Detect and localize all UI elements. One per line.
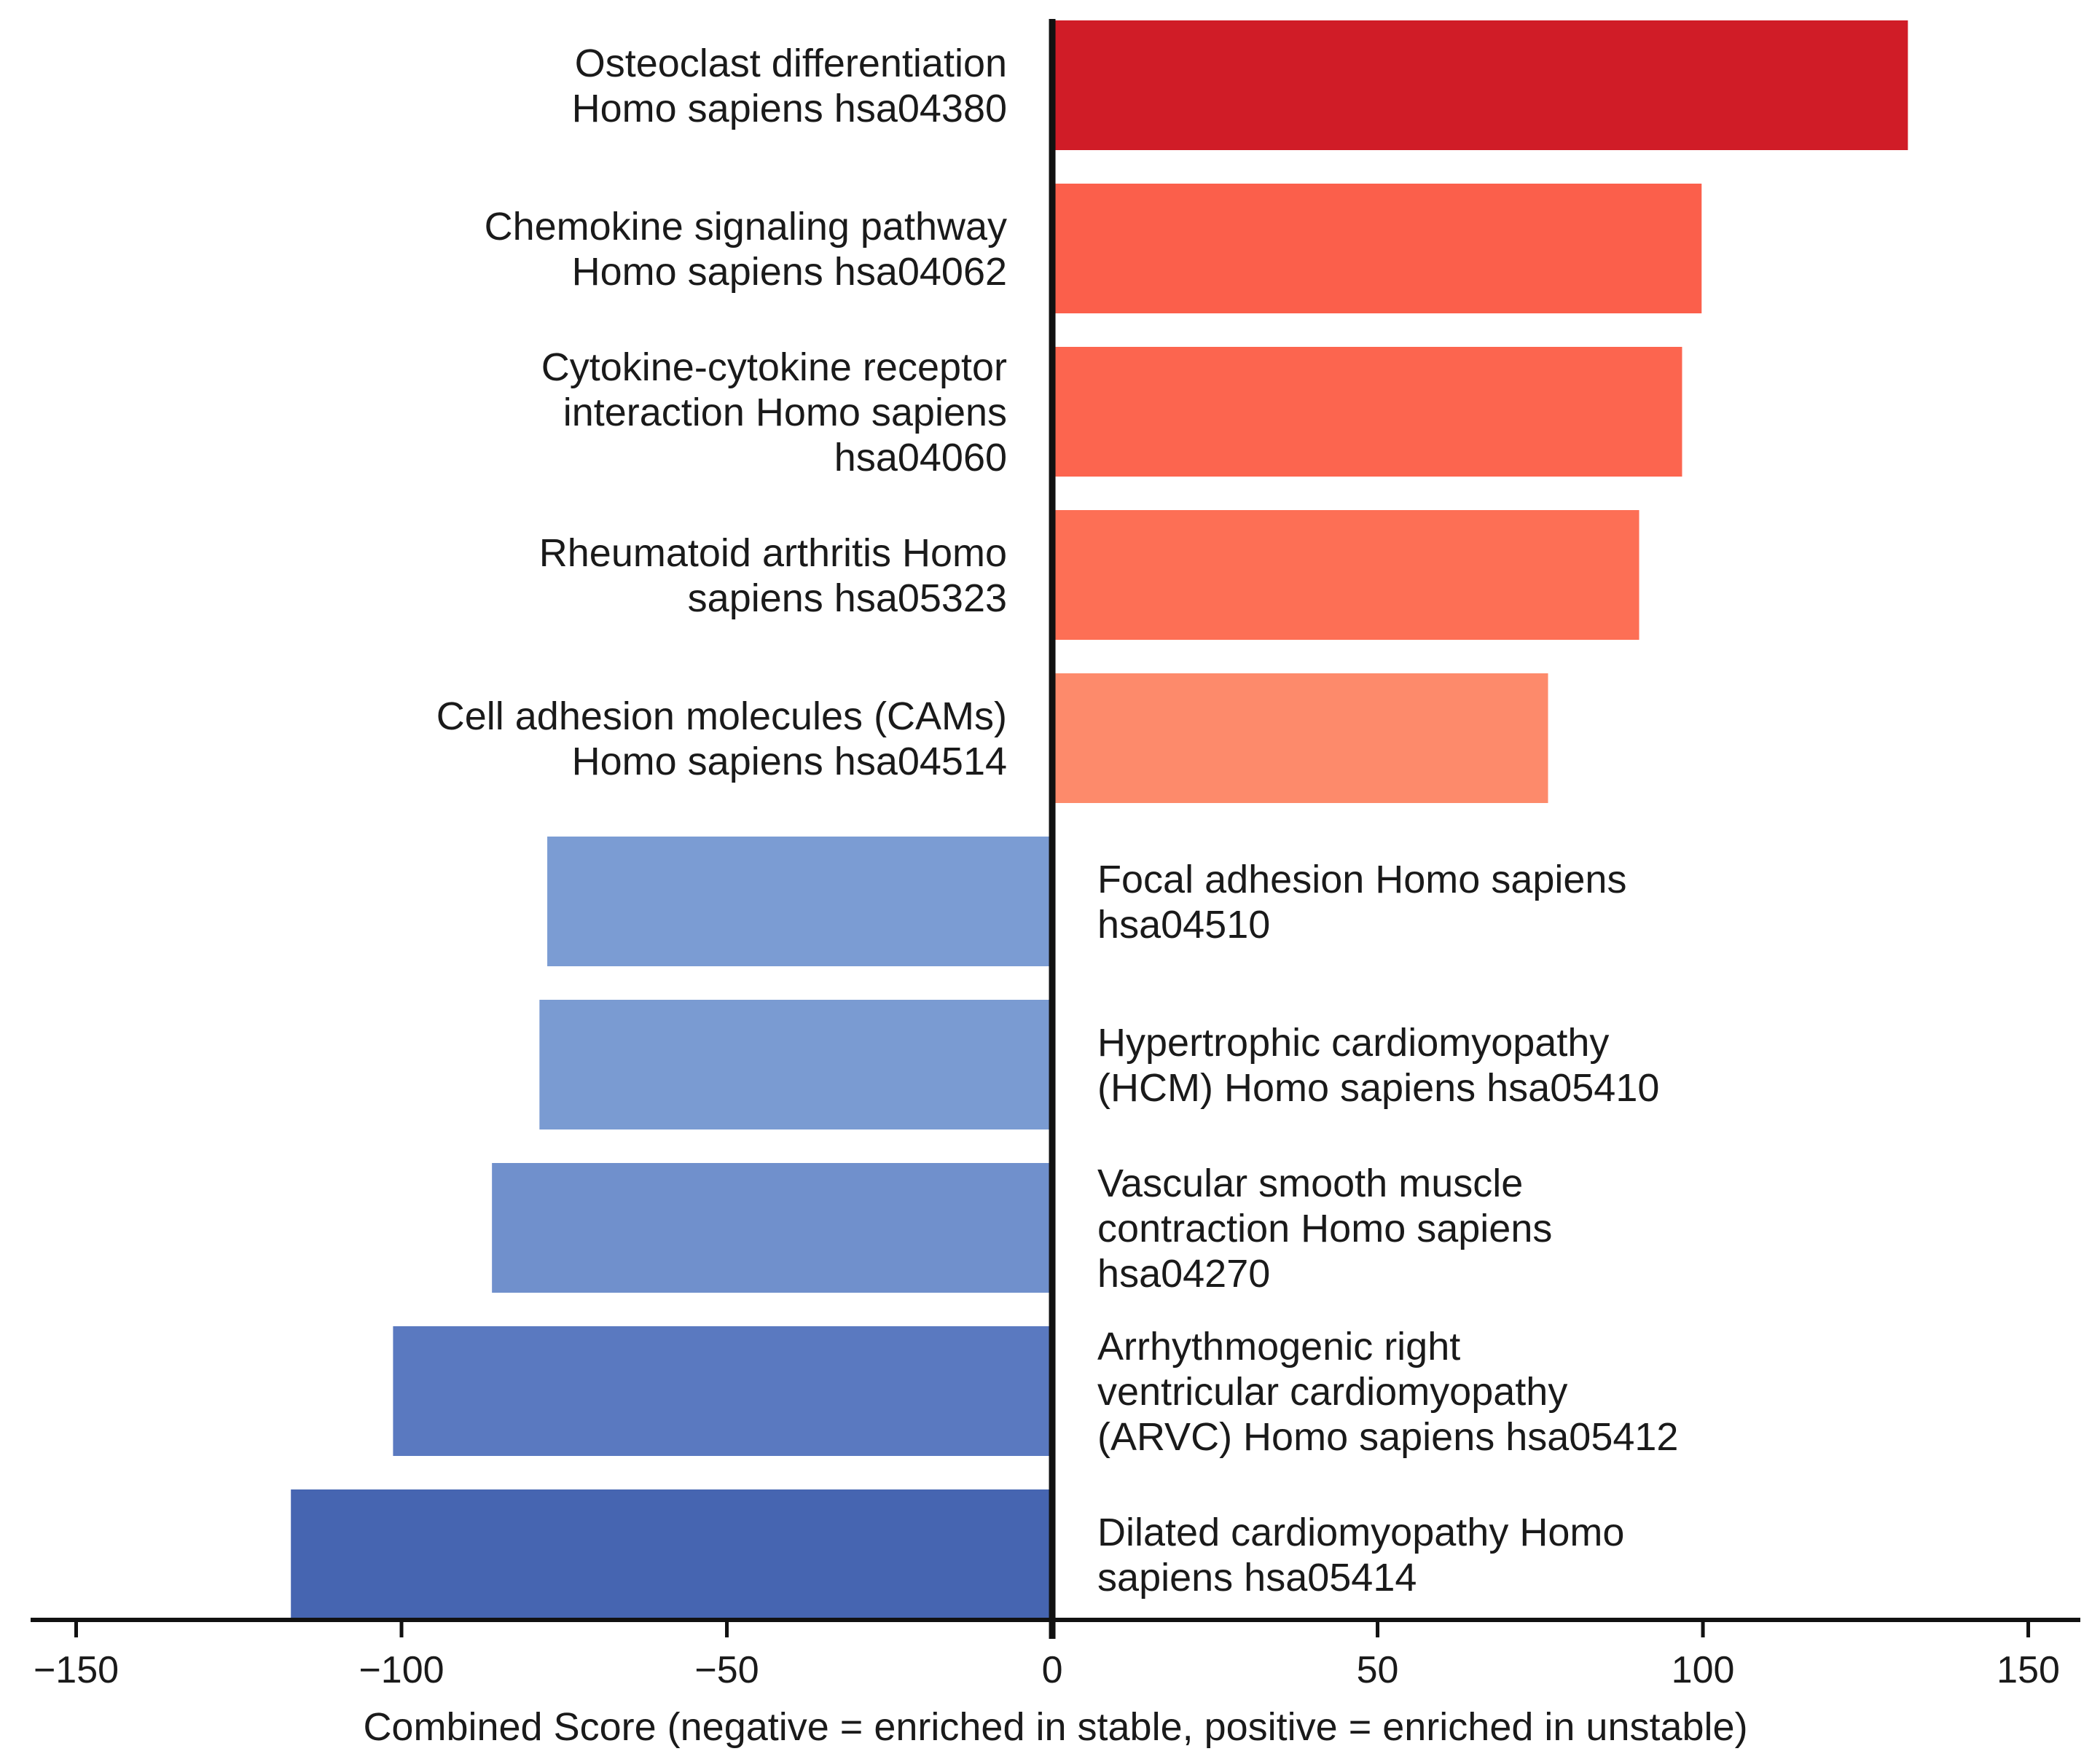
x-tick-label: 50 <box>1357 1649 1399 1691</box>
bar-9 <box>291 1489 1053 1619</box>
x-tick-label: −50 <box>694 1649 759 1691</box>
x-tick-label: −150 <box>34 1649 119 1691</box>
category-label-line: Chemokine signaling pathway <box>485 205 1007 248</box>
x-axis-title: Combined Score (negative = enriched in s… <box>363 1705 1747 1749</box>
category-label-3: Rheumatoid arthritis Homo sapiens hsa0532… <box>539 531 1007 620</box>
bar-7 <box>492 1163 1053 1293</box>
category-label-line: ventricular cardiomyopathy <box>1097 1370 1567 1414</box>
category-label-line: hsa04510 <box>1097 903 1270 947</box>
category-label-line: Cytokine-cytokine receptor <box>541 345 1007 389</box>
category-label-line: Homo sapiens hsa04380 <box>572 87 1007 130</box>
category-label-line: Vascular smooth muscle <box>1097 1162 1523 1205</box>
category-label-line: (ARVC) Homo sapiens hsa05412 <box>1097 1415 1678 1459</box>
category-label-line: Hypertrophic cardiomyopathy <box>1097 1021 1609 1065</box>
category-label-line: sapiens hsa05323 <box>688 576 1007 620</box>
category-label-line: (HCM) Homo sapiens hsa05410 <box>1097 1066 1659 1110</box>
bars-group <box>291 20 1908 1619</box>
category-label-line: contraction Homo sapiens <box>1097 1207 1552 1250</box>
category-label-8: Arrhythmogenic right ventricular cardiomy… <box>1097 1325 1678 1459</box>
bar-4 <box>1052 673 1548 803</box>
category-label-5: Focal adhesion Homo sapiens hsa04510 <box>1097 858 1626 947</box>
bar-3 <box>1052 510 1639 640</box>
x-tick-label: 0 <box>1042 1649 1063 1691</box>
category-label-line: hsa04270 <box>1097 1252 1270 1296</box>
category-label-line: Rheumatoid arthritis Homo <box>539 531 1007 575</box>
category-label-1: Chemokine signaling pathway Homo sapiens … <box>485 205 1007 294</box>
category-label-line: Focal adhesion Homo sapiens <box>1097 858 1626 901</box>
category-label-line: hsa04060 <box>834 436 1007 479</box>
x-ticks-group: −150 −100 −50 0 50 100 150 <box>34 1620 2060 1691</box>
category-label-4: Cell adhesion molecules (CAMs) Homo sapie… <box>436 694 1007 783</box>
category-label-0: Osteoclast differentiation Homo sapiens h… <box>572 42 1007 130</box>
bar-8 <box>393 1326 1053 1456</box>
category-label-line: Homo sapiens hsa04062 <box>572 250 1007 294</box>
category-label-line: Cell adhesion molecules (CAMs) <box>436 694 1007 738</box>
x-tick-label: −100 <box>359 1649 444 1691</box>
bar-5 <box>547 837 1053 966</box>
bar-1 <box>1052 184 1702 313</box>
category-label-2: Cytokine-cytokine receptor interaction Ho… <box>541 345 1007 479</box>
category-label-line: Dilated cardiomyopathy Homo <box>1097 1511 1624 1554</box>
bar-2 <box>1052 347 1682 477</box>
category-label-line: sapiens hsa05414 <box>1097 1556 1417 1599</box>
x-tick-label: 100 <box>1672 1649 1735 1691</box>
category-label-7: Vascular smooth muscle contraction Homo s… <box>1097 1162 1552 1296</box>
category-labels-group: Osteoclast differentiation Homo sapiens h… <box>436 42 1679 1599</box>
category-label-line: Osteoclast differentiation <box>575 42 1007 85</box>
bar-0 <box>1052 20 1908 150</box>
category-label-line: Arrhythmogenic right <box>1097 1325 1460 1369</box>
category-label-6: Hypertrophic cardiomyopathy (HCM) Homo sa… <box>1097 1021 1659 1110</box>
category-label-line: interaction Homo sapiens <box>563 391 1007 434</box>
category-label-9: Dilated cardiomyopathy Homo sapiens hsa05… <box>1097 1511 1624 1599</box>
bar-6 <box>539 1000 1053 1129</box>
x-tick-label: 150 <box>1997 1649 2060 1691</box>
category-label-line: Homo sapiens hsa04514 <box>572 740 1007 783</box>
